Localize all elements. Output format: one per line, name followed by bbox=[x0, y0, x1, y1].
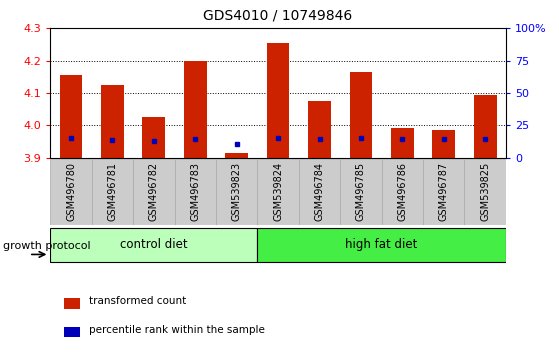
Text: GSM539825: GSM539825 bbox=[480, 162, 490, 221]
Bar bbox=[474, 95, 496, 158]
Bar bbox=[101, 85, 124, 158]
Bar bbox=[391, 129, 414, 158]
Bar bbox=[349, 72, 372, 158]
Bar bbox=[64, 298, 80, 309]
Text: transformed count: transformed count bbox=[89, 296, 187, 306]
Text: GSM496786: GSM496786 bbox=[397, 162, 408, 221]
Text: percentile rank within the sample: percentile rank within the sample bbox=[89, 325, 266, 335]
Bar bbox=[50, 159, 92, 225]
Title: GDS4010 / 10749846: GDS4010 / 10749846 bbox=[203, 9, 353, 23]
Bar bbox=[382, 159, 423, 225]
Bar bbox=[225, 153, 248, 158]
Text: GSM496783: GSM496783 bbox=[190, 162, 200, 221]
Bar bbox=[257, 159, 299, 225]
Bar bbox=[465, 159, 506, 225]
Bar bbox=[143, 117, 165, 158]
Bar bbox=[257, 228, 506, 262]
Text: high fat diet: high fat diet bbox=[345, 238, 418, 251]
Text: GSM496784: GSM496784 bbox=[315, 162, 325, 221]
Bar bbox=[423, 159, 465, 225]
Text: GSM496785: GSM496785 bbox=[356, 162, 366, 221]
Bar bbox=[340, 159, 382, 225]
Bar bbox=[92, 159, 133, 225]
Bar bbox=[184, 61, 207, 158]
Bar bbox=[299, 159, 340, 225]
Text: GSM539824: GSM539824 bbox=[273, 162, 283, 221]
Text: GSM496787: GSM496787 bbox=[439, 162, 449, 221]
Bar bbox=[60, 75, 82, 158]
Text: GSM496780: GSM496780 bbox=[66, 162, 76, 221]
Bar bbox=[50, 228, 257, 262]
Bar bbox=[64, 327, 80, 337]
Text: GSM539823: GSM539823 bbox=[231, 162, 241, 221]
Bar bbox=[308, 101, 331, 158]
Bar bbox=[133, 159, 174, 225]
Bar bbox=[216, 159, 257, 225]
Bar bbox=[174, 159, 216, 225]
Text: growth protocol: growth protocol bbox=[3, 241, 91, 251]
Text: control diet: control diet bbox=[120, 238, 188, 251]
Text: GSM496782: GSM496782 bbox=[149, 162, 159, 221]
Bar bbox=[267, 43, 290, 158]
Bar bbox=[432, 130, 455, 158]
Text: GSM496781: GSM496781 bbox=[107, 162, 117, 221]
